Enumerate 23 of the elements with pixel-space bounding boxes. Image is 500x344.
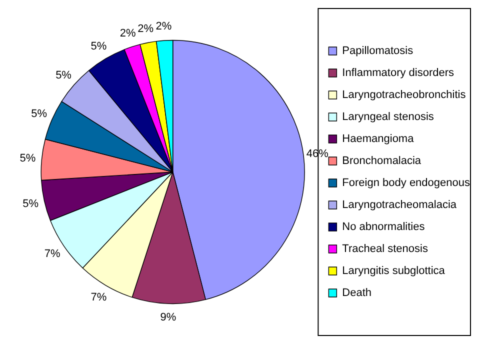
data-label: 5% (22, 198, 39, 210)
data-label: 5% (31, 108, 48, 120)
data-label: 2% (138, 22, 154, 35)
legend-label: Laryngotracheomalacia (342, 199, 458, 212)
legend-label: Laryngeal stenosis (342, 111, 434, 124)
data-label: 7% (44, 248, 60, 260)
legend-label: Laryngitis subglottica (342, 265, 446, 278)
data-label: 5% (90, 40, 107, 53)
data-label: 2% (156, 20, 172, 33)
legend-label: Death (342, 287, 372, 300)
data-label: 5% (20, 152, 36, 164)
legend-label: Inflammatory disorders (342, 67, 455, 80)
data-label: 9% (160, 312, 176, 324)
legend-label: Laryngotracheobronchitis (342, 89, 466, 102)
data-label: 2% (120, 27, 136, 40)
legend-label: Haemangioma (342, 133, 415, 146)
legend-label: Foreign body endogenous (342, 177, 470, 190)
data-label: 5% (56, 70, 72, 82)
legend-label: Papillomatosis (342, 45, 414, 58)
legend-label: Tracheal stenosis (342, 243, 428, 256)
data-label: 7% (90, 291, 107, 304)
legend-label: No abnormalities (342, 221, 426, 234)
legend-label: Bronchomalacia (342, 155, 422, 168)
